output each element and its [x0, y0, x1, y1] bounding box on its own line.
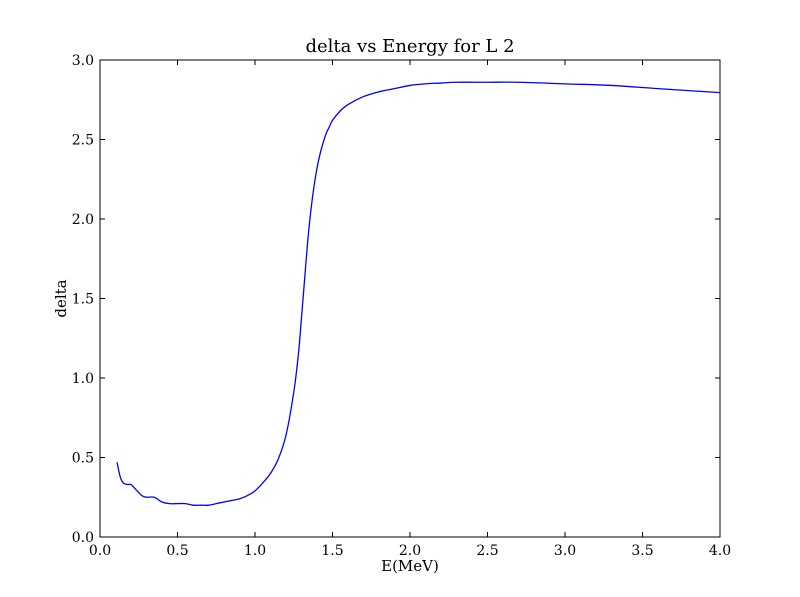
x-tick-label: 2.0 [399, 543, 421, 559]
y-tick-label: 0.0 [72, 530, 94, 546]
x-tick-label: 0.0 [89, 543, 111, 559]
y-axis-title: delta [52, 279, 70, 317]
plot-area: 0.0 0.5 1.0 1.5 2.0 2.5 3.0 3.5 4.0 0.0 0.5 1.0 1.5 2… [72, 53, 731, 559]
y-tick-label: 0.5 [72, 451, 94, 467]
x-tick-label: 2.5 [476, 543, 498, 559]
y-tick-label: 1.0 [72, 371, 94, 387]
x-tick-label: 1.5 [321, 543, 343, 559]
chart-title: delta vs Energy for L 2 [305, 36, 514, 57]
y-tick-label: 1.5 [72, 292, 94, 308]
x-tick-label: 3.5 [631, 543, 653, 559]
x-axis-title: E(MeV) [381, 557, 439, 575]
plot-frame [99, 59, 721, 538]
x-tick-label: 1.0 [244, 543, 266, 559]
y-tick-label: 2.0 [72, 212, 94, 228]
y-tick-label: 3.0 [72, 53, 94, 69]
x-tick-label: 4.0 [709, 543, 731, 559]
series-line-0 [116, 81, 721, 506]
x-tick-label: 0.5 [166, 543, 188, 559]
y-tick-label: 2.5 [72, 133, 94, 149]
x-tick-label: 3.0 [554, 543, 576, 559]
